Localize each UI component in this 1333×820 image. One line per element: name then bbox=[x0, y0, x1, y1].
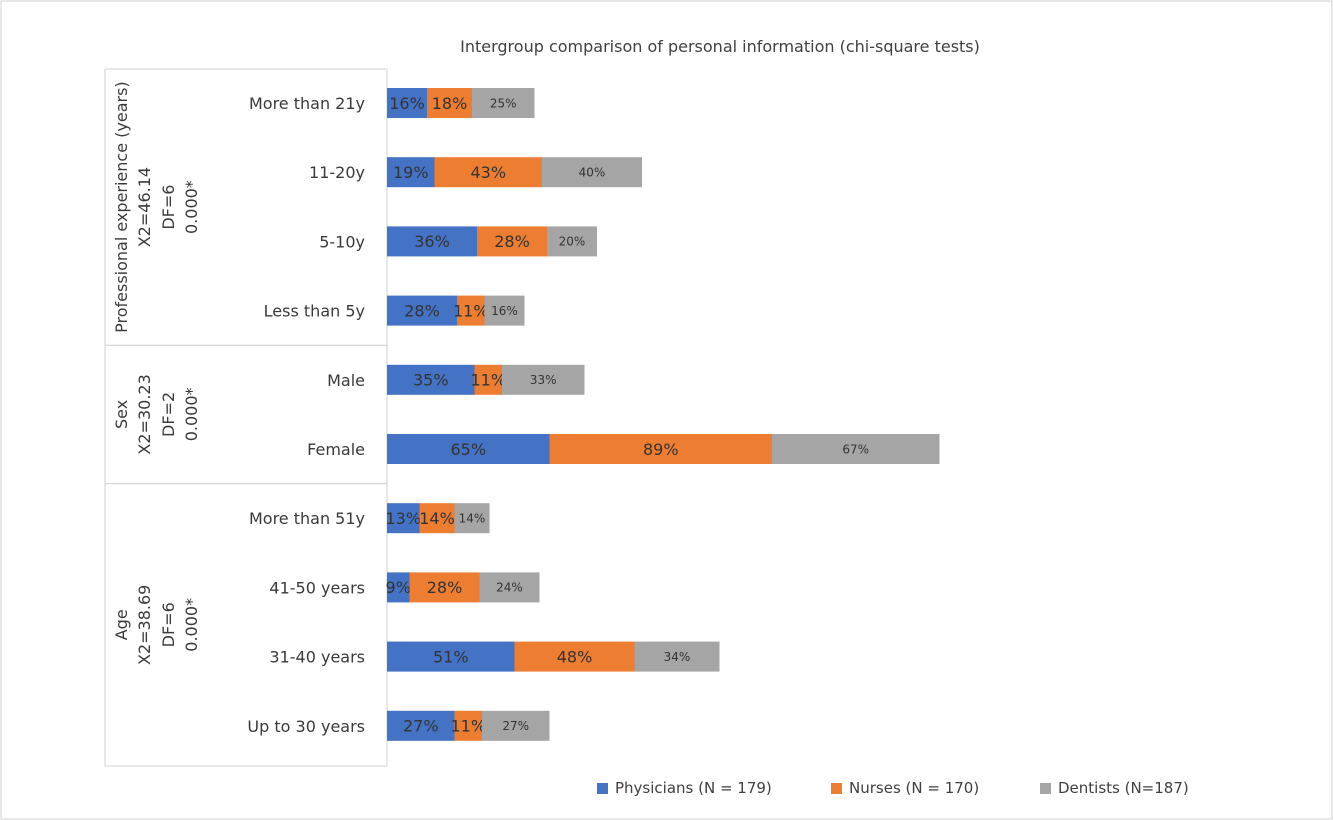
group-label-age-line-2: X2=38.69 bbox=[135, 585, 154, 665]
data-label-dentists-male: 33% bbox=[530, 373, 557, 387]
group-label-professional-experience-years-line-3: DF=6 bbox=[159, 185, 178, 230]
bar-physicians-less-than-5y bbox=[387, 295, 457, 326]
bar-nurses-up-to-30-years bbox=[454, 710, 482, 741]
data-label-nurses-31-40-years: 48% bbox=[557, 647, 593, 666]
bar-dentists-more-than-21y bbox=[472, 88, 535, 118]
data-label-physicians-41-50-years: 9% bbox=[386, 578, 411, 597]
bar-nurses-11-20y bbox=[434, 157, 542, 188]
category-label-male: Male bbox=[327, 371, 365, 390]
bar-nurses-male bbox=[474, 364, 502, 395]
data-label-nurses-female: 89% bbox=[643, 440, 679, 459]
data-label-dentists-more-than-21y: 25% bbox=[490, 96, 517, 110]
category-label-less-than-5y: Less than 5y bbox=[264, 302, 365, 321]
category-label-more-than-21y: More than 21y bbox=[249, 94, 365, 113]
group-label-sex-line-3: DF=2 bbox=[159, 392, 178, 437]
bar-nurses-less-than-5y bbox=[457, 295, 485, 326]
data-label-physicians-more-than-51y: 13% bbox=[385, 509, 421, 528]
data-label-physicians-11-20y: 19% bbox=[393, 163, 429, 182]
bar-dentists-5-10y bbox=[547, 226, 597, 257]
legend: Physicians (N = 179) Nurses (N = 170) Dent… bbox=[597, 779, 1189, 797]
category-label-41-50-years: 41-50 years bbox=[269, 578, 365, 597]
data-label-nurses-11-20y: 43% bbox=[470, 163, 506, 182]
bar-physicians-more-than-21y bbox=[387, 88, 427, 118]
bar-physicians-31-40-years bbox=[387, 641, 515, 672]
data-label-dentists-more-than-51y: 14% bbox=[459, 512, 486, 526]
category-labels: More than 21y 11-20y 5-10y Less than 5y Male… bbox=[247, 94, 365, 736]
bar-dentists-male bbox=[502, 364, 585, 395]
bar-physicians-female bbox=[387, 434, 550, 464]
category-label-11-20y: 11-20y bbox=[309, 163, 365, 182]
bar-nurses-female bbox=[549, 434, 772, 464]
data-label-dentists-11-20y: 40% bbox=[579, 166, 606, 180]
data-label-physicians-up-to-30-years: 27% bbox=[403, 717, 439, 736]
data-label-nurses-5-10y: 28% bbox=[494, 232, 530, 251]
bar-dentists-11-20y bbox=[542, 157, 642, 188]
data-label-dentists-41-50-years: 24% bbox=[496, 581, 523, 595]
legend-swatch-nurses bbox=[831, 783, 842, 794]
category-label-female: Female bbox=[307, 440, 365, 459]
legend-swatch-dentists bbox=[1040, 783, 1051, 794]
data-label-nurses-male: 11% bbox=[470, 371, 506, 390]
data-label-nurses-more-than-21y: 18% bbox=[432, 94, 468, 113]
data-label-physicians-31-40-years: 51% bbox=[433, 647, 469, 666]
bar-physicians-up-to-30-years bbox=[387, 710, 455, 741]
data-label-dentists-up-to-30-years: 27% bbox=[502, 719, 529, 733]
category-label-more-than-51y: More than 51y bbox=[249, 509, 365, 528]
bar-dentists-up-to-30-years bbox=[482, 710, 550, 741]
data-label-nurses-up-to-30-years: 11% bbox=[450, 717, 486, 736]
data-label-nurses-more-than-51y: 14% bbox=[419, 509, 455, 528]
group-label-age-line-3: DF=6 bbox=[159, 602, 178, 647]
data-label-physicians-less-than-5y: 28% bbox=[404, 301, 440, 320]
group-label-age-line-1: Age bbox=[112, 609, 131, 640]
data-label-dentists-less-than-5y: 16% bbox=[491, 304, 518, 318]
data-label-nurses-less-than-5y: 11% bbox=[453, 301, 489, 320]
data-label-physicians-more-than-21y: 16% bbox=[389, 94, 425, 113]
bar-dentists-31-40-years bbox=[634, 641, 720, 672]
bar-nurses-5-10y bbox=[477, 226, 547, 257]
bar-nurses-more-than-21y bbox=[427, 88, 472, 118]
bar-physicians-11-20y bbox=[387, 157, 435, 188]
legend-label-dentists: Dentists (N=187) bbox=[1058, 779, 1189, 797]
data-label-nurses-41-50-years: 28% bbox=[427, 578, 463, 597]
bar-dentists-more-than-51y bbox=[454, 503, 490, 534]
data-label-physicians-male: 35% bbox=[413, 371, 449, 390]
bar-dentists-less-than-5y bbox=[484, 295, 525, 326]
bar-nurses-more-than-51y bbox=[419, 503, 455, 534]
chart-title: Intergroup comparison of personal inform… bbox=[460, 37, 980, 56]
group-label-professional-experience-years-line-4: 0.000* bbox=[182, 180, 201, 234]
group-label-professional-experience-years-line-1: Professional experience (years) bbox=[112, 81, 131, 333]
data-label-physicians-5-10y: 36% bbox=[414, 232, 450, 251]
group-label-sex-line-4: 0.000* bbox=[182, 387, 201, 441]
bar-physicians-5-10y bbox=[387, 226, 477, 257]
group-label-sex-line-2: X2=30.23 bbox=[135, 374, 154, 454]
legend-swatch-physicians bbox=[597, 783, 608, 794]
legend-label-physicians: Physicians (N = 179) bbox=[615, 779, 772, 797]
data-label-dentists-5-10y: 20% bbox=[559, 235, 586, 249]
group-label-sex-line-1: Sex bbox=[112, 400, 131, 429]
data-label-dentists-female: 67% bbox=[842, 442, 869, 456]
bar-physicians-male bbox=[387, 364, 475, 395]
category-label-5-10y: 5-10y bbox=[319, 232, 365, 251]
bar-nurses-41-50-years bbox=[409, 572, 480, 603]
legend-label-nurses: Nurses (N = 170) bbox=[849, 779, 979, 797]
group-label-professional-experience-years-line-2: X2=46.14 bbox=[135, 167, 154, 247]
category-label-31-40-years: 31-40 years bbox=[269, 648, 365, 667]
group-label-age-line-4: 0.000* bbox=[182, 598, 201, 652]
data-label-physicians-female: 65% bbox=[450, 440, 486, 459]
bars: 16% 18% 25%19% 43% 40%36% 28% 20%28% 11% 16%35% 1… bbox=[385, 88, 940, 741]
data-label-dentists-31-40-years: 34% bbox=[664, 650, 691, 664]
bar-nurses-31-40-years bbox=[514, 641, 635, 672]
bar-dentists-female bbox=[772, 434, 940, 464]
bar-physicians-more-than-51y bbox=[387, 503, 420, 534]
bar-dentists-41-50-years bbox=[479, 572, 540, 603]
category-label-up-to-30-years: Up to 30 years bbox=[247, 717, 365, 736]
group-labels: Professional experience (years) X2=46.14 D… bbox=[112, 81, 201, 665]
bar-physicians-41-50-years bbox=[387, 572, 410, 603]
